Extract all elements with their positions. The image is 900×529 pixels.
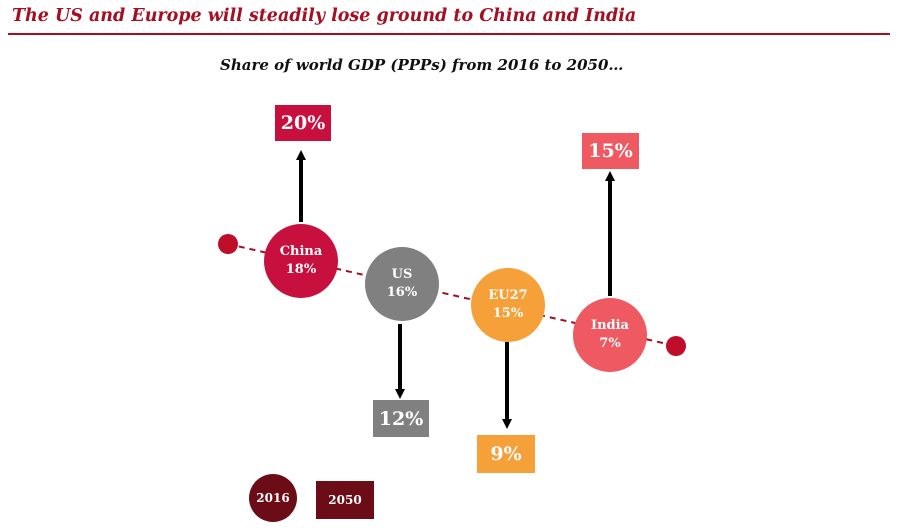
eu27-label: EU27 (488, 288, 528, 303)
india-label: India (591, 318, 629, 333)
china-bubble: China 18% (264, 224, 338, 298)
china-label: China (279, 244, 323, 259)
india-2016-share: 7% (599, 336, 621, 351)
legend-2016-label: 2016 (256, 491, 290, 505)
legend-2050-label: 2050 (328, 493, 362, 507)
page-title: The US and Europe will steadily lose gro… (12, 6, 637, 26)
us-2016-share: 16% (386, 285, 418, 300)
us-2050-share: 12% (378, 407, 424, 430)
title-divider (8, 33, 890, 35)
china-2016-share: 18% (285, 262, 317, 277)
legend-2016-circle: 2016 (249, 474, 297, 522)
china-2050-share: 20% (280, 112, 326, 134)
eu27-2016-share: 15% (492, 306, 524, 321)
india-2050-box: 15% (582, 133, 639, 169)
eu27-bubble: EU27 15% (471, 268, 545, 342)
legend-2050-box: 2050 (316, 481, 374, 519)
india-bubble: India 7% (573, 298, 647, 372)
eu27-2050-box: 9% (477, 435, 535, 473)
trend-start-dot (218, 234, 238, 254)
eu27-2050-share: 9% (490, 443, 522, 465)
china-2050-box: 20% (275, 105, 331, 141)
us-bubble: US 16% (365, 247, 439, 321)
india-2050-share: 15% (588, 140, 633, 162)
us-label: US (391, 267, 413, 282)
us-2050-box: 12% (373, 400, 429, 437)
diagram-subtitle: Share of world GDP (PPPs) from 2016 to 2… (220, 56, 624, 74)
trend-end-dot (666, 336, 686, 356)
